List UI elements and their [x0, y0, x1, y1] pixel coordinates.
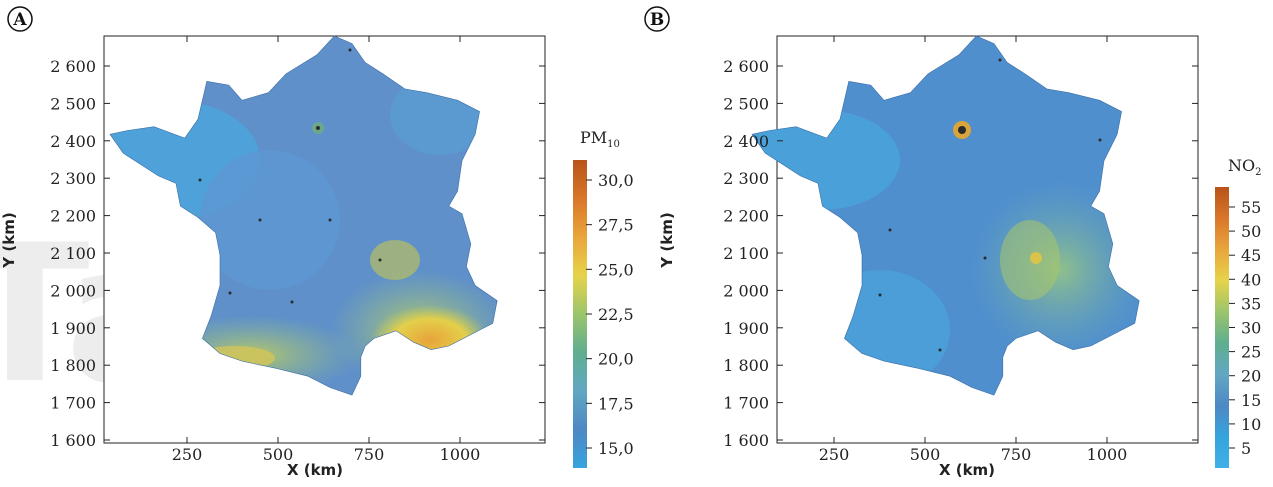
y-tick-label: 2 600	[50, 57, 96, 76]
map-fill-east-b	[970, 180, 1140, 360]
y-tick-label: 2 600	[723, 57, 769, 76]
map-dot-a	[198, 178, 202, 182]
x-tick-label: 500	[910, 445, 941, 464]
colorbar-label: 25,0	[598, 260, 634, 279]
colorbar-label: 55	[1241, 198, 1261, 217]
x-tick-label: 750	[354, 445, 385, 464]
colorbar-bar-a	[573, 160, 587, 468]
x-tick-label: 500	[263, 445, 294, 464]
map-dot-a	[348, 48, 352, 52]
x-tick-label: 750	[1001, 445, 1032, 464]
colorbar-label: 17,5	[598, 394, 634, 413]
map-fill-center-a	[200, 150, 340, 290]
x-tick-label: 250	[172, 445, 203, 464]
map-dot-a	[328, 218, 332, 222]
colorbar-title-main-a: PM	[580, 128, 607, 147]
y-tick-label: 2 100	[50, 244, 96, 263]
y-tick-label: 1 800	[723, 356, 769, 375]
y-tick-label: 2 300	[723, 169, 769, 188]
map-dot-b	[878, 293, 882, 297]
y-tick-label: 2 200	[50, 207, 96, 226]
y-tick-label: 2 100	[723, 244, 769, 263]
colorbar-label: 20	[1241, 367, 1261, 386]
panel-letter-a: A	[12, 10, 27, 30]
y-tick-label: 2 200	[723, 207, 769, 226]
x-tick-label: 1000	[440, 445, 481, 464]
y-tick-label: 1 900	[723, 319, 769, 338]
map-dot-b	[998, 58, 1002, 62]
map-hotspot-lyon-b	[1030, 252, 1042, 264]
x-axis-title-a: X (km)	[287, 461, 343, 479]
map-fill-rhone-b	[1000, 220, 1060, 300]
y-tick-label: 2 500	[50, 94, 96, 113]
map-dot-b	[958, 126, 966, 134]
colorbar-label: 35	[1241, 294, 1261, 313]
colorbar-labels-a: 30,0 27,5 25,0 22,5 20,0 17,5 15,0	[586, 171, 634, 458]
colorbar-label: 45	[1241, 246, 1261, 265]
y-tick-label: 1 900	[50, 319, 96, 338]
y-axis-title-a: Y (km)	[0, 212, 18, 268]
axis-ticks-b: 2 600 2 500 2 400 2 300 2 200 2 100 2 000 1 900…	[723, 36, 1198, 464]
y-tick-label: 2 400	[723, 132, 769, 151]
colorbar-a: PM10 30,0 27,5 25,0 22,5 20,0 17,5 15,0	[573, 128, 634, 468]
y-tick-label: 2 000	[723, 281, 769, 300]
y-tick-label: 2 300	[50, 169, 96, 188]
colorbar-title-a: PM10	[580, 128, 620, 150]
x-tick-label: 1000	[1087, 445, 1128, 464]
y-tick-label: 1 700	[50, 394, 96, 413]
y-axis-title-b: Y (km)	[658, 212, 676, 268]
colorbar-label: 30,0	[598, 171, 634, 190]
colorbar-bar-b	[1215, 187, 1229, 468]
panel-b: B 2 600 2 500 2 400 2 300 2 200 2 100 2 000 1 9…	[644, 6, 1262, 479]
colorbar-title-main-b: NO	[1228, 156, 1255, 175]
colorbar-title-b: NO2	[1228, 156, 1262, 178]
colorbar-label: 5	[1241, 439, 1251, 458]
map-dot-b	[1098, 138, 1102, 142]
y-tick-label: 2 400	[50, 132, 96, 151]
x-tick-label: 250	[819, 445, 850, 464]
colorbar-label: 15	[1241, 391, 1261, 410]
x-axis-title-b: X (km)	[939, 461, 995, 479]
y-tick-label: 1 800	[50, 356, 96, 375]
colorbar-title-sub-b: 2	[1255, 167, 1261, 178]
map-dot-a	[228, 291, 232, 295]
colorbar-label: 50	[1241, 222, 1261, 241]
colorbar-b: NO2 55 50 45 40 35 30 25 20 15 10 5	[1215, 156, 1262, 468]
map-dot-a	[258, 218, 262, 222]
map-dot-a	[290, 300, 294, 304]
colorbar-label: 30	[1241, 319, 1261, 338]
map-dot-a	[316, 126, 320, 130]
y-tick-label: 1 700	[723, 394, 769, 413]
panel-letter-b: B	[650, 10, 664, 30]
colorbar-label: 27,5	[598, 216, 634, 235]
map-dot-b	[888, 228, 892, 232]
colorbar-label: 20,0	[598, 350, 634, 369]
y-tick-label: 1 600	[50, 431, 96, 450]
map-dot-a	[378, 258, 382, 262]
colorbar-label: 40	[1241, 270, 1261, 289]
y-tick-label: 2 000	[50, 281, 96, 300]
colorbar-label: 25	[1241, 343, 1261, 362]
axis-ticks-a: 2 600 2 500 2 400 2 300 2 200 2 100 2 000 1 900…	[50, 36, 545, 464]
panel-letter-circle-b	[644, 6, 670, 32]
panel-letter-circle-a	[7, 6, 33, 32]
colorbar-label: 15,0	[598, 439, 634, 458]
map-dot-b	[938, 348, 942, 352]
colorbar-label: 10	[1241, 415, 1261, 434]
y-tick-label: 1 600	[723, 431, 769, 450]
colorbar-title-sub-a: 10	[607, 139, 620, 150]
colorbar-label: 22,5	[598, 305, 634, 324]
y-tick-label: 2 500	[723, 94, 769, 113]
colorbar-labels-b: 55 50 45 40 35 30 25 20 15 10 5	[1229, 198, 1261, 458]
map-fill-rhone-a	[370, 240, 420, 280]
map-dot-b	[983, 256, 987, 260]
